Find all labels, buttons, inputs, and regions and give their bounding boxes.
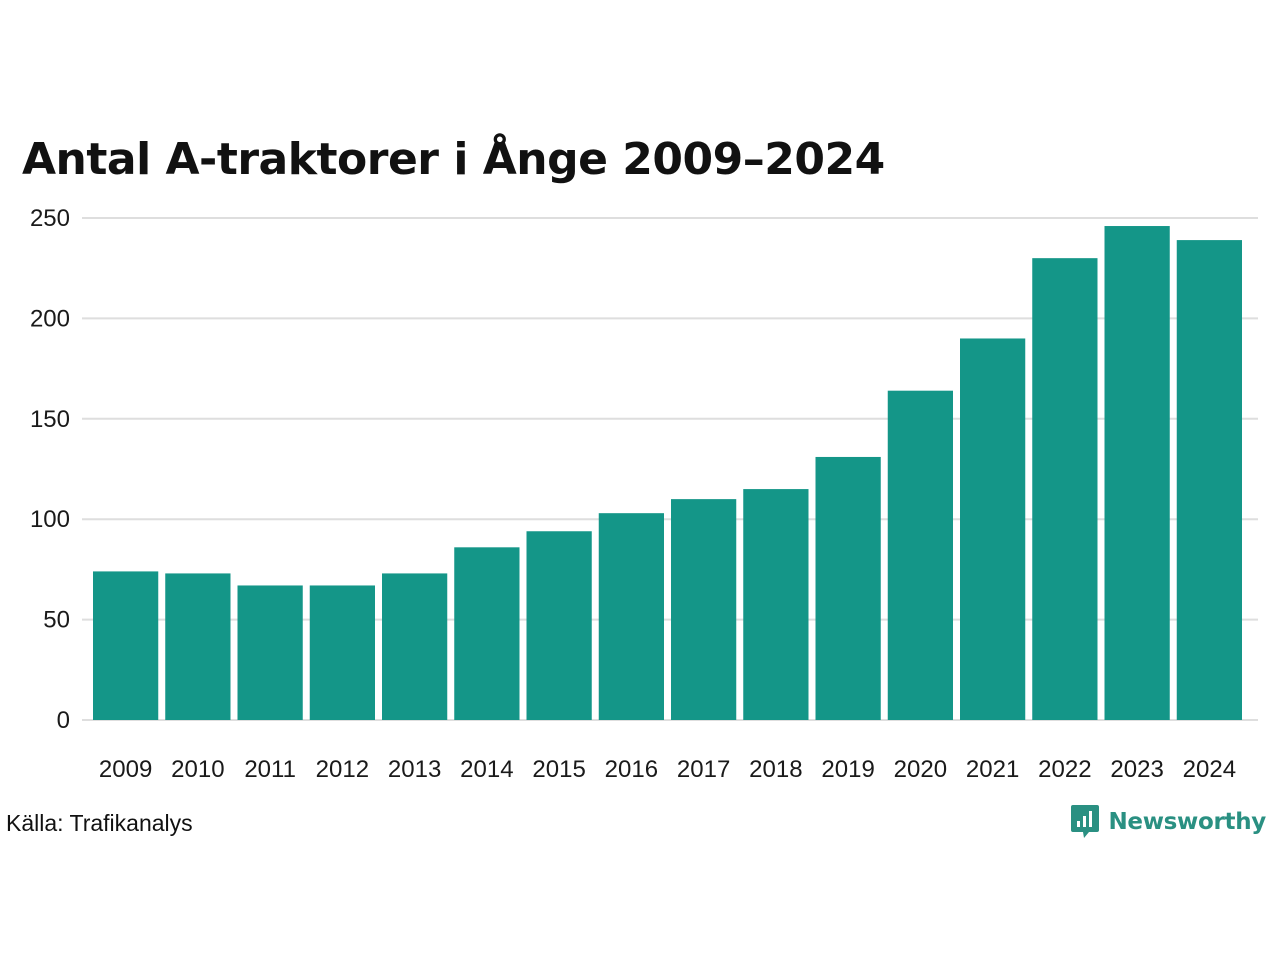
x-tick-label: 2010 xyxy=(171,756,224,783)
bar xyxy=(815,456,881,720)
chart-title: Antal A-traktorer i Ånge 2009–2024 xyxy=(22,134,885,185)
brand-name: Newsworthy xyxy=(1108,809,1266,835)
x-tick-label: 2014 xyxy=(460,756,513,783)
x-tick-label: 2012 xyxy=(316,756,369,783)
y-tick-label: 250 xyxy=(30,205,70,232)
y-tick-label: 50 xyxy=(43,607,70,634)
x-axis-ticks: 2009 2010 2011 2012 2013 2014 2015 2016 2017 2018… xyxy=(99,756,1236,783)
bar xyxy=(526,531,592,720)
bars xyxy=(93,226,1242,721)
x-tick-label: 2024 xyxy=(1183,756,1236,783)
x-tick-label: 2015 xyxy=(532,756,585,783)
x-tick-label: 2020 xyxy=(894,756,947,783)
x-tick-label: 2022 xyxy=(1038,756,1091,783)
x-tick-label: 2009 xyxy=(99,756,152,783)
y-tick-label: 100 xyxy=(30,506,70,533)
bar xyxy=(237,585,303,720)
bar xyxy=(1104,226,1170,721)
source-note: Källa: Trafikanalys xyxy=(6,810,193,836)
bar-chart: 0 50 100 150 200 250 2009 2010 2011 2012 2013 2014… xyxy=(30,205,1258,783)
y-tick-label: 200 xyxy=(30,305,70,332)
y-tick-label: 150 xyxy=(30,406,70,433)
x-tick-label: 2016 xyxy=(605,756,658,783)
x-tick-label: 2018 xyxy=(749,756,802,783)
x-tick-label: 2011 xyxy=(244,756,296,783)
bar xyxy=(960,338,1026,720)
x-tick-label: 2023 xyxy=(1110,756,1163,783)
x-tick-label: 2017 xyxy=(677,756,730,783)
newsworthy-logo-icon xyxy=(1071,805,1100,838)
bar xyxy=(671,499,737,720)
bar xyxy=(382,573,448,720)
x-tick-label: 2021 xyxy=(966,756,1019,783)
bar xyxy=(454,547,520,720)
y-tick-label: 0 xyxy=(57,707,70,734)
x-tick-label: 2019 xyxy=(821,756,874,783)
y-axis-ticks: 0 50 100 150 200 250 xyxy=(30,205,70,734)
bar xyxy=(165,573,231,720)
bar xyxy=(1032,258,1098,720)
bar xyxy=(309,585,375,720)
bar xyxy=(887,390,953,720)
bar xyxy=(743,489,809,720)
bar xyxy=(93,571,159,720)
bar xyxy=(1176,240,1242,720)
x-tick-label: 2013 xyxy=(388,756,441,783)
bar xyxy=(598,513,664,720)
brand-logo: Newsworthy xyxy=(1070,802,1266,842)
